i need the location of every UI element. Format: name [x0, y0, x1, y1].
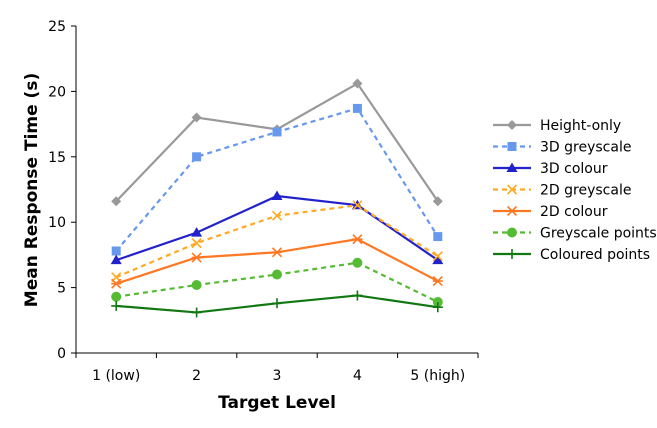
legend-label: Greyscale points: [540, 226, 657, 242]
data-point: [272, 269, 282, 280]
data-point: [111, 196, 122, 207]
legend-swatch-marker: [507, 142, 517, 151]
data-point: [352, 290, 363, 301]
x-tick-label: 4: [353, 368, 362, 384]
data-point: [432, 196, 443, 207]
legend-item: 2D greyscale: [493, 183, 631, 199]
data-point: [192, 152, 202, 162]
data-point: [191, 227, 203, 237]
legend-label: 3D colour: [540, 161, 608, 177]
axes: [75, 26, 478, 354]
x-tick-label: 3: [273, 368, 282, 384]
series-2d-colour: [111, 234, 443, 289]
legend-item: 2D colour: [493, 204, 608, 220]
legend-label: Height-only: [540, 118, 621, 134]
y-tick-label: 0: [57, 346, 66, 362]
legend-label: 3D greyscale: [540, 140, 631, 156]
data-point: [352, 234, 363, 245]
legend-label: 2D greyscale: [540, 183, 631, 199]
data-point: [432, 254, 444, 265]
x-tick-label: 2: [192, 368, 201, 384]
data-point: [432, 302, 443, 313]
data-point: [433, 232, 443, 242]
data-point: [271, 247, 283, 258]
data-point: [111, 278, 122, 289]
legend: Height-only 3D greyscale 3D colour 2D greys…: [493, 118, 657, 263]
x-tick-label: 1 (low): [92, 368, 140, 384]
data-point: [271, 190, 283, 201]
data-point: [352, 257, 363, 268]
data-point: [432, 275, 443, 287]
legend-swatch-marker: [506, 162, 518, 172]
y-tick-label: 15: [48, 150, 66, 166]
series-coloured-points: [111, 290, 443, 318]
data-point: [191, 307, 202, 318]
data-point: [352, 78, 363, 89]
legend-swatch-marker: [506, 205, 518, 217]
y-tick-label: 5: [57, 281, 66, 297]
data-point: [110, 254, 122, 265]
data-point: [191, 238, 202, 249]
y-ticks: 0 5 10 15 20 25: [48, 19, 76, 362]
series-group: [110, 78, 444, 318]
legend-item: 3D greyscale: [493, 140, 631, 156]
series-line-height-only: [115, 82, 439, 203]
y-axis-title: Mean Response Time (s): [22, 73, 42, 307]
series-height-only: [111, 78, 443, 207]
data-point: [191, 112, 202, 123]
data-point: [111, 300, 122, 311]
data-point: [352, 200, 363, 211]
legend-label: 2D colour: [540, 204, 608, 220]
series-line-3d-colour: [115, 194, 439, 262]
y-tick-label: 25: [48, 19, 66, 35]
legend-item: 3D colour: [493, 161, 608, 177]
data-point: [272, 127, 282, 137]
legend-item: Greyscale points: [493, 226, 657, 242]
data-point: [191, 279, 202, 290]
legend-label: Coloured points: [540, 247, 650, 263]
legend-item: Height-only: [493, 118, 621, 134]
y-tick-label: 10: [48, 215, 66, 231]
legend-swatch-marker: [506, 184, 518, 195]
series-greyscale-points: [111, 257, 443, 307]
x-ticks: 1 (low) 2 3 4 5 (high): [75, 353, 479, 384]
x-tick-label: 5 (high): [410, 368, 465, 384]
data-point: [111, 246, 121, 256]
data-point: [432, 296, 443, 307]
legend-swatch-marker: [507, 249, 517, 259]
x-axis-title: Target Level: [218, 393, 336, 413]
data-point: [191, 252, 202, 263]
legend-item: Coloured points: [493, 247, 650, 263]
data-point: [271, 210, 283, 221]
data-point: [111, 291, 122, 302]
legend-swatch-marker: [507, 227, 517, 238]
legend-swatch-marker: [507, 120, 517, 130]
data-point: [272, 298, 282, 309]
y-tick-label: 20: [48, 84, 66, 100]
data-point: [432, 251, 443, 262]
series-3d-greyscale: [111, 103, 443, 256]
data-point: [352, 103, 362, 113]
